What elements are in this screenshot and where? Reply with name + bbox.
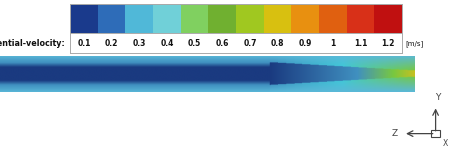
Text: tangential-velocity:: tangential-velocity: bbox=[0, 39, 70, 48]
Bar bbox=[98, 4, 126, 33]
Text: 0.6: 0.6 bbox=[216, 39, 229, 48]
Text: 0.9: 0.9 bbox=[299, 39, 312, 48]
Bar bbox=[70, 4, 98, 33]
Bar bbox=[209, 4, 236, 33]
Text: 0.4: 0.4 bbox=[160, 39, 173, 48]
Text: X: X bbox=[442, 139, 447, 148]
Bar bbox=[319, 4, 346, 33]
Bar bbox=[264, 4, 292, 33]
Bar bbox=[236, 4, 264, 33]
Text: 1.1: 1.1 bbox=[354, 39, 367, 48]
Bar bbox=[181, 4, 209, 33]
Bar bbox=[292, 4, 319, 33]
Bar bbox=[153, 4, 181, 33]
Bar bbox=[126, 4, 153, 33]
Bar bbox=[431, 130, 440, 137]
Text: 1: 1 bbox=[330, 39, 336, 48]
Text: 0.5: 0.5 bbox=[188, 39, 201, 48]
Text: 0.7: 0.7 bbox=[243, 39, 256, 48]
Bar bbox=[374, 4, 402, 33]
Text: Y: Y bbox=[436, 93, 441, 102]
Text: 0.1: 0.1 bbox=[77, 39, 91, 48]
Text: 1.2: 1.2 bbox=[382, 39, 395, 48]
Text: 0.3: 0.3 bbox=[133, 39, 146, 48]
Bar bbox=[70, 4, 402, 33]
Bar bbox=[346, 4, 374, 33]
Text: Z: Z bbox=[392, 129, 398, 138]
Text: [m/s]: [m/s] bbox=[405, 40, 424, 47]
Text: 0.8: 0.8 bbox=[271, 39, 284, 48]
Text: 0.2: 0.2 bbox=[105, 39, 118, 48]
